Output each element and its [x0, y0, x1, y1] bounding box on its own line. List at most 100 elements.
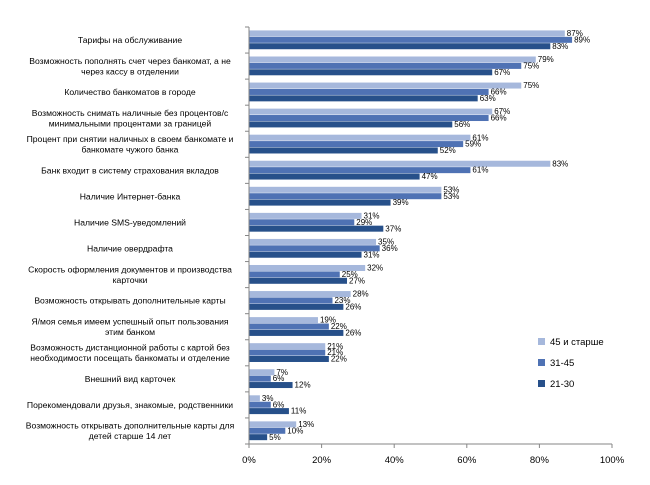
- value-label: 29%: [356, 218, 372, 227]
- x-tick-label: 0%: [242, 455, 256, 466]
- legend-swatch: [538, 338, 545, 345]
- value-label: 6%: [273, 400, 285, 409]
- bar: [249, 251, 362, 258]
- value-label: 36%: [382, 244, 398, 253]
- value-label: 5%: [269, 433, 281, 442]
- value-label: 52%: [440, 146, 456, 155]
- legend-label: 31-45: [550, 358, 574, 369]
- value-label: 19%: [320, 316, 336, 325]
- value-label: 35%: [378, 238, 394, 247]
- value-label: 67%: [494, 68, 510, 77]
- bar: [249, 173, 420, 180]
- bar: [249, 238, 377, 245]
- value-label: 79%: [538, 55, 554, 64]
- bar: [249, 245, 380, 252]
- legend-label: 45 и старше: [550, 337, 604, 348]
- value-label: 63%: [480, 94, 496, 103]
- bar: [249, 186, 442, 193]
- bar: [249, 36, 573, 43]
- value-label: 31%: [364, 211, 380, 220]
- bar: [249, 291, 351, 298]
- bar: [249, 401, 271, 408]
- bar: [249, 95, 478, 102]
- value-label: 87%: [567, 29, 583, 38]
- value-label: 66%: [491, 88, 507, 97]
- bar: [249, 212, 362, 219]
- legend-swatch: [538, 380, 545, 387]
- bar: [249, 421, 297, 428]
- bar: [249, 69, 493, 76]
- value-label: 59%: [465, 140, 481, 149]
- bar: [249, 408, 289, 415]
- value-label: 27%: [349, 276, 365, 285]
- bar: [249, 147, 438, 154]
- value-label: 61%: [472, 133, 488, 142]
- bar: [249, 277, 348, 284]
- category-label: Наличие овердрафта: [87, 244, 173, 254]
- bar: [249, 303, 344, 310]
- category-label: Возможность открывать дополнительные кар…: [34, 296, 225, 306]
- value-label: 11%: [291, 407, 306, 416]
- bar: [249, 219, 355, 226]
- bar: [249, 30, 565, 37]
- value-label: 39%: [393, 198, 409, 207]
- value-label: 53%: [443, 185, 459, 194]
- category-label: Банк входит в систему страхования вкладо…: [41, 165, 219, 175]
- category-label: Наличие Интернет-банка: [80, 191, 181, 201]
- x-tick-label: 40%: [385, 455, 405, 466]
- value-label: 75%: [523, 81, 539, 90]
- category-label: Внешний вид карточек: [85, 374, 176, 384]
- bar: [249, 88, 489, 95]
- bar: [249, 343, 326, 350]
- bar: [249, 199, 391, 206]
- value-label: 7%: [276, 368, 288, 377]
- bar: [249, 264, 366, 271]
- legend-swatch: [538, 359, 545, 366]
- category-label: Тарифы на обслуживание: [78, 35, 182, 45]
- value-label: 89%: [574, 35, 590, 44]
- value-label: 28%: [353, 290, 369, 299]
- category-label: Количество банкоматов в городе: [64, 87, 196, 97]
- bar: [249, 121, 453, 128]
- bar: [249, 382, 293, 389]
- value-label: 67%: [494, 107, 510, 116]
- category-label: Наличие SMS-уведомлений: [74, 217, 186, 227]
- category-label: Возможность пополнять счет через банкома…: [29, 56, 231, 77]
- category-label: Процент при снятии наличных в своем банк…: [27, 134, 234, 155]
- category-label: Возможность снимать наличные без процент…: [32, 108, 229, 129]
- x-tick-label: 100%: [600, 455, 625, 466]
- bar: [249, 329, 344, 336]
- bar: [249, 43, 551, 50]
- bar: [249, 427, 286, 434]
- value-label: 47%: [422, 172, 438, 181]
- value-label: 22%: [331, 322, 347, 331]
- value-label: 61%: [472, 166, 488, 175]
- category-label: Порекомендовали друзья, знакомые, родств…: [27, 400, 233, 410]
- value-label: 31%: [364, 250, 380, 259]
- bar: [249, 395, 260, 402]
- bar: [249, 225, 384, 232]
- bar: [249, 297, 333, 304]
- bar: [249, 349, 326, 356]
- value-label: 83%: [552, 159, 568, 168]
- bar: [249, 134, 471, 141]
- value-label: 83%: [552, 42, 568, 51]
- bar: [249, 160, 551, 167]
- bar: [249, 62, 522, 69]
- value-label: 32%: [367, 264, 383, 273]
- value-label: 21%: [327, 342, 343, 351]
- bar: [249, 108, 493, 115]
- category-label: Возможность открывать дополнительные кар…: [26, 421, 235, 442]
- value-label: 21%: [327, 348, 343, 357]
- bar: [249, 56, 536, 63]
- category-labels: Тарифы на обслуживание Возможность пополн…: [26, 35, 235, 441]
- legend-label: 21-30: [550, 379, 574, 390]
- value-label: 12%: [295, 381, 311, 390]
- value-label: 3%: [262, 394, 274, 403]
- bar: [249, 375, 271, 382]
- value-label: 22%: [331, 355, 347, 364]
- value-label: 56%: [454, 120, 470, 129]
- x-tick-label: 20%: [312, 455, 332, 466]
- bar: [249, 434, 268, 441]
